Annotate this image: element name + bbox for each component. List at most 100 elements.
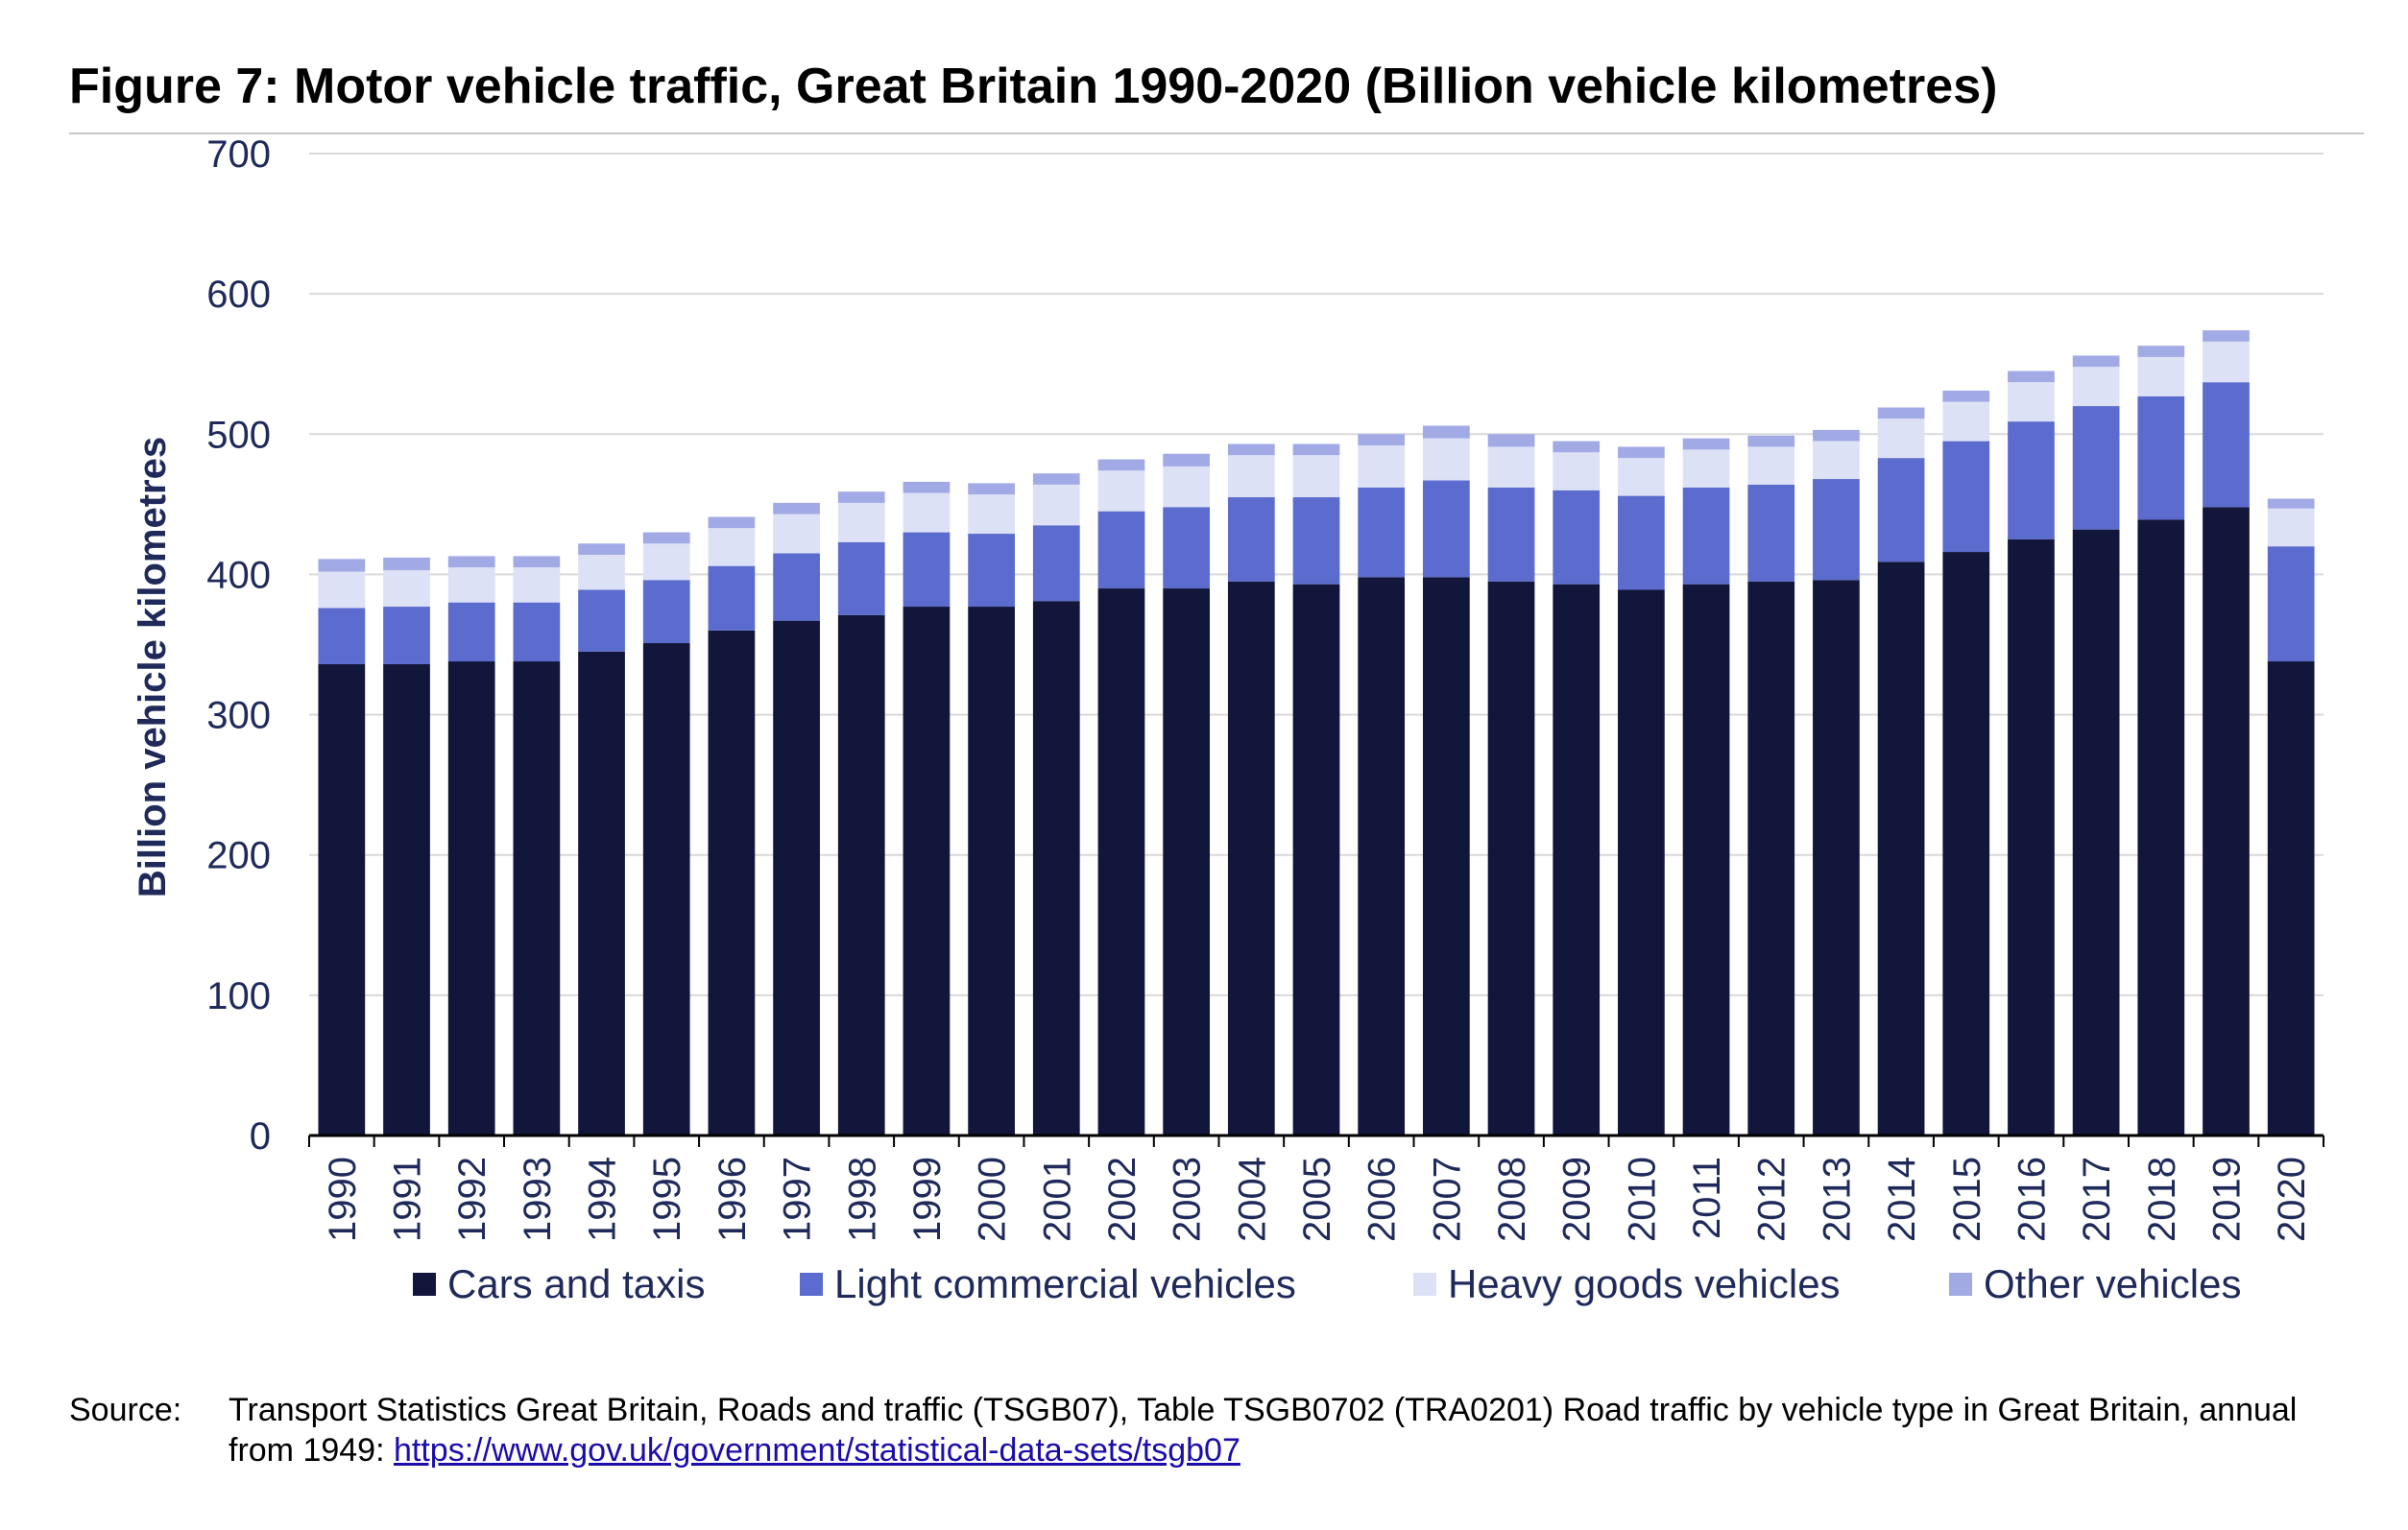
- bar-heavy-goods-vehicles-2014: [1877, 418, 1925, 459]
- bar-heavy-goods-vehicles-2005: [1292, 455, 1340, 498]
- bar-light-commercial-vehicles-2014: [1877, 458, 1925, 562]
- x-tick-label: 2004: [1231, 1157, 1273, 1242]
- bar-heavy-goods-vehicles-2017: [2072, 367, 2120, 407]
- bar-light-commercial-vehicles-1994: [578, 589, 625, 652]
- bar-heavy-goods-vehicles-2020: [2267, 508, 2315, 547]
- bar-cars-and-taxis-2012: [1747, 581, 1795, 1136]
- x-tick-label: 2003: [1167, 1157, 1209, 1242]
- bar-cars-and-taxis-2008: [1487, 581, 1535, 1136]
- source-link[interactable]: https://www.gov.uk/government/statistica…: [393, 1432, 1240, 1469]
- bar-cars-and-taxis-1997: [773, 620, 820, 1136]
- bar-other-vehicles-2008: [1487, 434, 1535, 447]
- x-tick-label: 2014: [1881, 1157, 1923, 1242]
- bar-cars-and-taxis-2003: [1163, 588, 1211, 1136]
- x-tick-label: 1992: [451, 1157, 494, 1242]
- bar-other-vehicles-2002: [1097, 459, 1145, 471]
- bar-other-vehicles-1994: [578, 543, 625, 555]
- x-tick-label: 2017: [2076, 1157, 2118, 1242]
- bar-cars-and-taxis-2001: [1032, 601, 1080, 1136]
- bar-heavy-goods-vehicles-1995: [642, 543, 690, 581]
- x-tick-label: 2016: [2011, 1157, 2053, 1242]
- bar-cars-and-taxis-2017: [2072, 529, 2120, 1136]
- bar-other-vehicles-2015: [1942, 390, 1990, 402]
- source-text: Transport Statistics Great Britain, Road…: [229, 1390, 2341, 1470]
- bar-other-vehicles-2016: [2008, 371, 2055, 383]
- bar-light-commercial-vehicles-2006: [1358, 487, 1406, 578]
- chart-title: Figure 7: Motor vehicle traffic, Great B…: [69, 59, 1998, 114]
- legend-swatch: [413, 1273, 436, 1296]
- bar-heavy-goods-vehicles-1998: [837, 502, 885, 542]
- bar-heavy-goods-vehicles-2009: [1553, 452, 1601, 490]
- x-tick-label: 2002: [1101, 1157, 1144, 1242]
- source-description: Transport Statistics Great Britain, Road…: [229, 1392, 2298, 1469]
- bar-other-vehicles-1993: [513, 556, 561, 568]
- x-tick-label: 2012: [1751, 1157, 1794, 1242]
- legend: Cars and taxis Light commercial vehicles H…: [413, 1261, 2241, 1306]
- bar-light-commercial-vehicles-2003: [1163, 507, 1211, 589]
- bar-cars-and-taxis-1998: [837, 614, 885, 1136]
- x-tick-label: 2019: [2205, 1157, 2248, 1242]
- bar-light-commercial-vehicles-2018: [2137, 395, 2185, 520]
- bar-light-commercial-vehicles-2004: [1227, 497, 1275, 582]
- bar-light-commercial-vehicles-1999: [903, 532, 951, 608]
- bar-heavy-goods-vehicles-1994: [578, 554, 625, 590]
- bar-other-vehicles-2001: [1032, 473, 1080, 485]
- bar-other-vehicles-1999: [903, 481, 951, 493]
- bar-light-commercial-vehicles-1995: [642, 580, 690, 644]
- bar-cars-and-taxis-1995: [642, 643, 690, 1136]
- bar-cars-and-taxis-2000: [968, 607, 1015, 1136]
- bar-other-vehicles-2007: [1422, 425, 1470, 439]
- bar-light-commercial-vehicles-2015: [1942, 441, 1990, 553]
- bar-cars-and-taxis-1994: [578, 651, 625, 1136]
- bar-light-commercial-vehicles-1992: [447, 602, 495, 662]
- bar-other-vehicles-1990: [318, 559, 366, 572]
- bar-light-commercial-vehicles-2007: [1422, 480, 1470, 578]
- legend-label: Other vehicles: [1984, 1261, 2241, 1306]
- x-tick-label: 2001: [1036, 1157, 1078, 1242]
- bar-other-vehicles-1998: [837, 491, 885, 503]
- x-tick-label: 2015: [1946, 1157, 1988, 1242]
- y-tick-label: 100: [206, 975, 271, 1017]
- bars: [318, 330, 2315, 1136]
- x-tick-label: 1999: [906, 1157, 949, 1242]
- bar-cars-and-taxis-2004: [1227, 581, 1275, 1136]
- bar-other-vehicles-1992: [447, 556, 495, 568]
- x-tick-label: 2009: [1556, 1157, 1599, 1242]
- bar-heavy-goods-vehicles-2013: [1813, 441, 1860, 480]
- bar-cars-and-taxis-2010: [1618, 589, 1665, 1136]
- x-tick-label: 1990: [322, 1157, 364, 1242]
- bar-cars-and-taxis-1999: [903, 607, 951, 1136]
- x-tick-label: 2013: [1816, 1157, 1858, 1242]
- bar-light-commercial-vehicles-2012: [1747, 484, 1795, 582]
- bar-heavy-goods-vehicles-2003: [1163, 466, 1211, 508]
- bar-heavy-goods-vehicles-1991: [383, 570, 430, 608]
- bar-heavy-goods-vehicles-2016: [2008, 382, 2055, 422]
- bar-light-commercial-vehicles-2009: [1553, 490, 1601, 585]
- bar-cars-and-taxis-2014: [1877, 562, 1925, 1136]
- x-tick-label: 1994: [582, 1157, 624, 1242]
- bar-other-vehicles-2003: [1163, 453, 1211, 466]
- x-tick-label: 2020: [2271, 1157, 2313, 1242]
- y-tick-label: 700: [206, 133, 271, 176]
- y-axis-ticks: 0 100 200 300 400 500 600 700: [206, 133, 271, 1158]
- bar-light-commercial-vehicles-1997: [773, 553, 820, 621]
- legend-label: Cars and taxis: [447, 1261, 705, 1306]
- bar-heavy-goods-vehicles-2010: [1618, 458, 1665, 496]
- y-tick-label: 400: [206, 554, 271, 596]
- x-tick-label: 1991: [387, 1157, 429, 1242]
- bar-other-vehicles-1996: [708, 516, 756, 529]
- legend-swatch: [1949, 1273, 1972, 1296]
- bar-light-commercial-vehicles-2005: [1292, 497, 1340, 585]
- bar-other-vehicles-2006: [1358, 434, 1406, 445]
- bar-cars-and-taxis-2007: [1422, 577, 1470, 1136]
- y-tick-label: 600: [206, 274, 271, 316]
- bar-cars-and-taxis-2015: [1942, 552, 1990, 1136]
- legend-swatch: [800, 1273, 823, 1296]
- bar-cars-and-taxis-2016: [2008, 538, 2055, 1136]
- bar-heavy-goods-vehicles-1996: [708, 528, 756, 566]
- bar-other-vehicles-2010: [1618, 446, 1665, 459]
- bar-other-vehicles-2017: [2072, 355, 2120, 368]
- bar-light-commercial-vehicles-2017: [2072, 406, 2120, 530]
- bar-other-vehicles-2000: [968, 483, 1015, 495]
